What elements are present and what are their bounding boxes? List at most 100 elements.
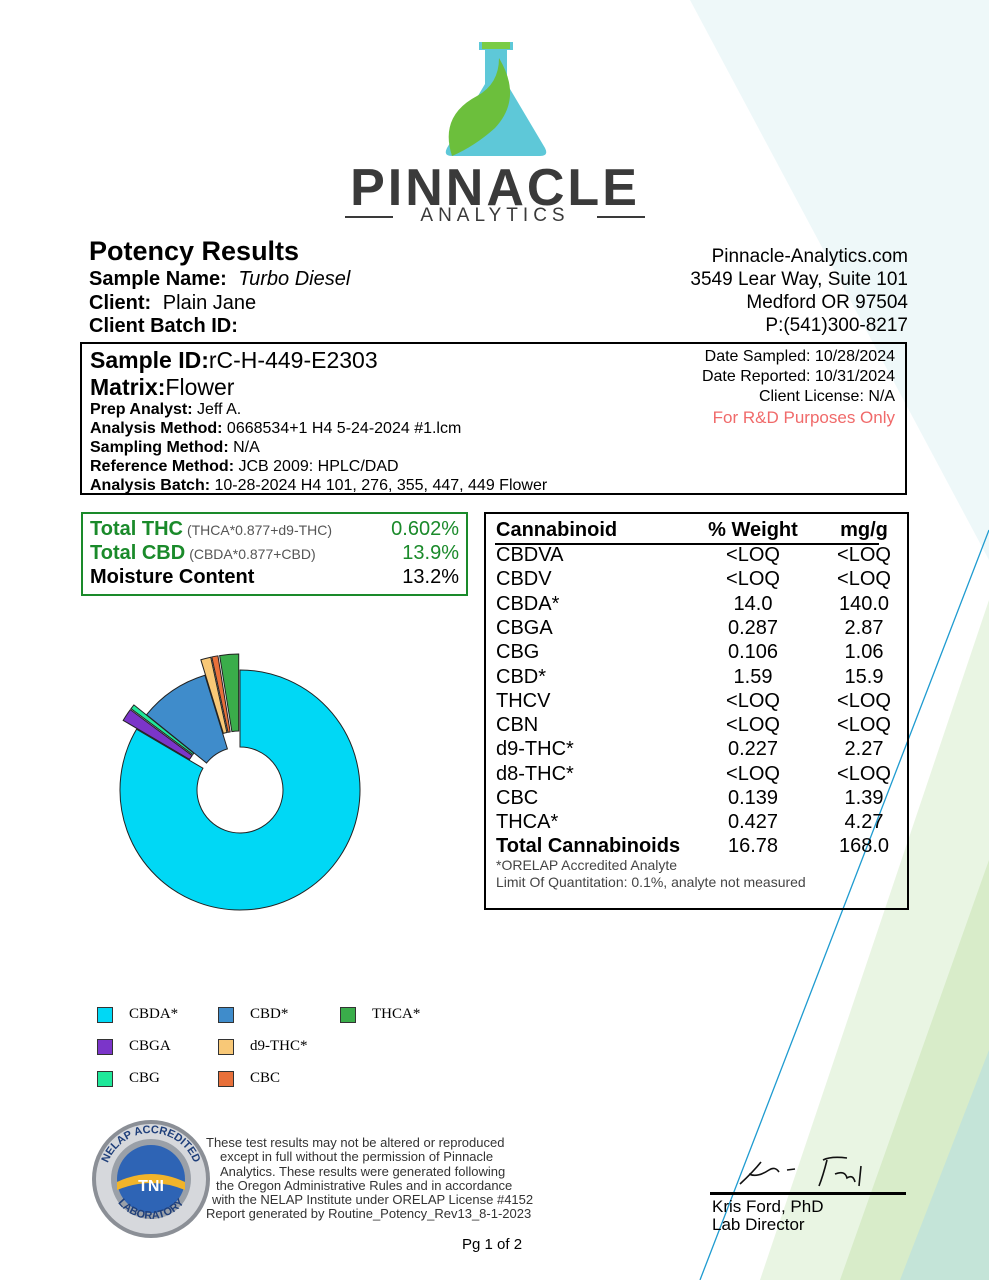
- disclaimer-line: with the NELAP Institute under ORELAP Li…: [212, 1192, 534, 1208]
- analysis-batch-label: Analysis Batch:: [90, 477, 211, 494]
- matrix-value: Flower: [165, 374, 235, 400]
- mgg-value: <LOQ: [837, 689, 891, 712]
- total-cbd-row: Total CBD (CBDA*0.877+CBD) 13.9%: [90, 542, 459, 566]
- total-label: Total Cannabinoids: [496, 835, 681, 857]
- legend-swatch: [97, 1039, 113, 1055]
- brand-tagline-text: ANALYTICS: [420, 205, 570, 226]
- analysis-method-label: Analysis Method:: [90, 420, 223, 437]
- table-row: CBDA* 14.0 140.0: [486, 593, 907, 617]
- disclaimer-line: Report generated by Routine_Potency_Rev1…: [206, 1206, 532, 1222]
- weight-value: 0.139: [727, 787, 779, 809]
- legend-label: CBGA: [129, 1038, 171, 1054]
- handwritten-signature: [739, 1156, 862, 1187]
- total-thc-formula: (THCA*0.877+d9-THC): [186, 522, 333, 538]
- client-license: Client License: N/A: [758, 388, 895, 405]
- sample-name-label: Sample Name:: [89, 268, 227, 290]
- total-mgg: 168.0: [838, 835, 890, 857]
- cannabinoid-donut-chart: [119, 653, 361, 911]
- table-row: CBC 0.139 1.39: [486, 787, 907, 811]
- totals-box: Total THC (THCA*0.877+d9-THC) 0.602% Tota…: [81, 512, 468, 596]
- client-batch-label: Client Batch ID:: [89, 315, 238, 337]
- cannabinoid-name: CBDVA: [496, 544, 564, 566]
- client-line: Client: Plain Jane: [89, 292, 256, 315]
- table-row: CBDVA <LOQ <LOQ: [486, 544, 907, 568]
- disclaimer: These test results may not be altered or…: [206, 1135, 566, 1222]
- client-batch-line: Client Batch ID:: [89, 315, 238, 338]
- table-row: CBG 0.106 1.06: [486, 641, 907, 665]
- analysis-batch-value: 10-28-2024 H4 101, 276, 355, 447, 449 Fl…: [214, 477, 548, 494]
- loq-note: Limit Of Quantitation: 0.1%, analyte not…: [496, 874, 806, 890]
- weight-value: <LOQ: [726, 568, 780, 591]
- table-row: CBD* 1.59 15.9: [486, 666, 907, 690]
- cannabinoid-name: CBG: [496, 641, 540, 664]
- legend-swatch: [218, 1007, 234, 1023]
- nelap-accredited-seal: TNI NELAP ACCREDITED LABORATORY: [92, 1120, 210, 1238]
- client-value: Plain Jane: [162, 292, 257, 314]
- total-cbd-label: Total CBD: [90, 542, 186, 564]
- company-address-2: Medford OR 97504: [746, 292, 908, 313]
- sample-name-value: Turbo Diesel: [238, 268, 351, 290]
- weight-value: <LOQ: [726, 714, 780, 737]
- donut-slice-cbd: [145, 674, 229, 764]
- mgg-value: <LOQ: [837, 544, 891, 566]
- table-row: CBDV <LOQ <LOQ: [486, 568, 907, 592]
- sample-info-box: Sample ID:rC-H-449-E2303 Matrix:Flower P…: [80, 342, 907, 495]
- signatory: Kris Ford, PhD Lab Director: [712, 1198, 823, 1234]
- weight-value: 0.227: [727, 738, 779, 761]
- cannabinoid-name: CBD*: [496, 665, 547, 688]
- weight-value: 0.287: [727, 616, 779, 639]
- moisture-label: Moisture Content: [90, 566, 255, 588]
- disclaimer-line: Analytics. These results were generated …: [220, 1163, 506, 1179]
- header-mgg: mg/g: [840, 519, 888, 541]
- legend-label: CBD*: [250, 1006, 289, 1022]
- legend-swatch: [340, 1007, 356, 1023]
- page-number: Pg 1 of 2: [462, 1236, 523, 1253]
- matrix-line: Matrix:Flower: [90, 374, 234, 401]
- prep-analyst-line: Prep Analyst: Jeff A.: [90, 401, 241, 419]
- total-thc-label: Total THC: [90, 518, 183, 540]
- donut-slice-cbc: [211, 655, 231, 733]
- company-phone: P:(541)300-8217: [765, 315, 908, 336]
- reference-method-label: Reference Method:: [90, 458, 235, 475]
- mgg-value: <LOQ: [837, 568, 891, 591]
- mgg-value: 1.39: [844, 787, 884, 809]
- table-row: CBGA 0.287 2.87: [486, 617, 907, 641]
- weight-value: <LOQ: [726, 762, 780, 785]
- signature-line: [710, 1192, 906, 1195]
- mgg-value: 1.06: [844, 641, 884, 664]
- table-row: d8-THC* <LOQ <LOQ: [486, 763, 907, 787]
- table-row: d9-THC* 0.227 2.27: [486, 738, 907, 762]
- prep-analyst-label: Prep Analyst:: [90, 401, 193, 418]
- total-cbd-value: 13.9%: [402, 542, 459, 564]
- cannabinoid-name: d8-THC*: [496, 762, 574, 785]
- client-label: Client:: [89, 292, 152, 314]
- accredited-note: *ORELAP Accredited Analyte: [496, 857, 678, 873]
- matrix-label: Matrix:: [90, 374, 166, 400]
- cannabinoid-name: THCA*: [496, 811, 559, 834]
- cannabinoid-name: THCV: [496, 689, 551, 712]
- analysis-method-line: Analysis Method: 0668534+1 H4 5-24-2024 …: [90, 420, 461, 438]
- sample-id-line: Sample ID:rC-H-449-E2303: [90, 347, 378, 374]
- legend-label: CBG: [129, 1070, 160, 1086]
- donut-slice-d9thc: [200, 656, 228, 735]
- table-row: THCA* 0.427 4.27: [486, 811, 907, 835]
- legend-swatch: [218, 1071, 234, 1087]
- weight-value: 0.427: [727, 811, 779, 834]
- moisture-value: 13.2%: [402, 566, 459, 588]
- sample-name-line: Sample Name: Turbo Diesel: [89, 268, 350, 291]
- cannabinoid-name: CBN: [496, 714, 539, 737]
- total-thc-row: Total THC (THCA*0.877+d9-THC) 0.602%: [90, 518, 459, 542]
- legend-swatch: [218, 1039, 234, 1055]
- date-sampled: Date Sampled: 10/28/2024: [704, 348, 895, 365]
- total-cannabinoids-row: Total Cannabinoids 16.78 168.0: [486, 835, 907, 859]
- purpose-note: For R&D Purposes Only: [712, 408, 895, 427]
- weight-value: <LOQ: [726, 689, 780, 712]
- legend-label: THCA*: [372, 1006, 421, 1022]
- sample-id-label: Sample ID:: [90, 347, 209, 373]
- donut-slice-thca: [219, 653, 240, 733]
- legend-label: CBC: [250, 1070, 281, 1086]
- flask-logo-icon: [445, 42, 547, 156]
- header-cannabinoid: Cannabinoid: [496, 519, 618, 541]
- reference-method-line: Reference Method: JCB 2009: HPLC/DAD: [90, 458, 399, 476]
- cannabinoid-name: CBDA*: [496, 592, 560, 615]
